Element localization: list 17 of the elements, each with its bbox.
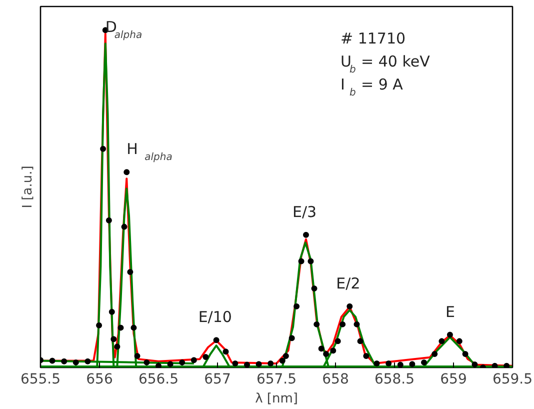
x-tick-label: 659.5 bbox=[492, 372, 533, 388]
y-axis-title: I [a.u.] bbox=[20, 166, 36, 208]
x-tick-label: 659 bbox=[440, 372, 467, 388]
x-tick-label: 658.5 bbox=[374, 372, 415, 388]
annotation: E bbox=[445, 302, 455, 321]
x-tick-label: 658 bbox=[322, 372, 349, 388]
x-tick-label: 657.5 bbox=[256, 372, 297, 388]
annotation: E/3 bbox=[292, 202, 317, 221]
x-tick-label: 657 bbox=[204, 372, 231, 388]
x-tick-label: 655.5 bbox=[20, 372, 61, 388]
annotation: H alpha bbox=[126, 140, 172, 164]
x-tick-label: 656.5 bbox=[138, 372, 179, 388]
annotation: E/10 bbox=[198, 308, 232, 326]
x-tick-label: 656 bbox=[86, 372, 113, 388]
annotation: E/2 bbox=[336, 274, 360, 292]
annotation: # 11710 bbox=[340, 30, 406, 48]
x-axis-title: λ [nm] bbox=[255, 392, 298, 406]
